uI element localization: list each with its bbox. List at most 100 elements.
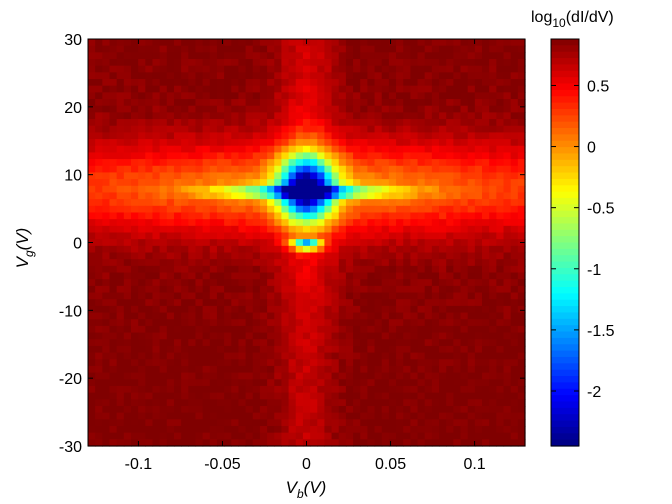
heatmap-cell	[410, 52, 419, 60]
colorbar-swatch	[551, 217, 579, 225]
heatmap-cell	[467, 359, 476, 367]
heatmap-cell	[510, 312, 519, 320]
heatmap-cell	[245, 145, 254, 154]
heatmap-cell	[138, 439, 146, 447]
heatmap-cell	[345, 379, 354, 387]
heatmap-cell	[288, 199, 297, 207]
heatmap-cell	[403, 419, 411, 427]
heatmap-cell	[367, 179, 376, 187]
heatmap-cell	[281, 265, 290, 274]
heatmap-cell	[510, 192, 519, 200]
heatmap-cell	[424, 212, 433, 220]
heatmap-cell	[130, 185, 139, 194]
heatmap-cell	[467, 139, 476, 147]
heatmap-cell	[446, 405, 454, 414]
heatmap-cell	[367, 432, 376, 440]
heatmap-cell	[353, 179, 361, 187]
heatmap-cell	[410, 392, 419, 400]
heatmap-cell	[224, 105, 232, 113]
heatmap-cell	[195, 352, 204, 360]
heatmap-cell	[231, 152, 240, 160]
heatmap-cell	[482, 399, 490, 407]
heatmap-cell	[88, 159, 96, 167]
heatmap-cell	[109, 385, 118, 394]
heatmap-cell	[259, 92, 268, 100]
heatmap-cell	[188, 172, 197, 180]
heatmap-cell	[467, 59, 476, 67]
heatmap-cell	[460, 285, 469, 294]
heatmap-cell	[238, 252, 247, 260]
heatmap-cell	[474, 359, 483, 367]
heatmap-cell	[274, 232, 283, 240]
heatmap-cell	[216, 372, 225, 380]
heatmap-cell	[388, 119, 397, 127]
heatmap-cell	[417, 352, 426, 360]
heatmap-cell	[123, 132, 132, 140]
heatmap-cell	[453, 152, 462, 160]
heatmap-cell	[152, 299, 161, 307]
heatmap-cell	[209, 285, 218, 294]
heatmap-cell	[252, 192, 261, 200]
heatmap-cell	[489, 332, 497, 340]
heatmap-cell	[259, 432, 268, 440]
heatmap-cell	[424, 105, 433, 113]
heatmap-cell	[310, 245, 318, 254]
heatmap-cell	[267, 145, 275, 154]
heatmap-cell	[288, 192, 297, 200]
heatmap-cell	[403, 105, 411, 113]
heatmap-cell	[259, 279, 268, 287]
heatmap-cell	[145, 45, 154, 53]
heatmap-cell	[410, 225, 419, 234]
heatmap-cell	[338, 39, 347, 47]
heatmap-cell	[145, 405, 154, 414]
heatmap-cell	[446, 239, 454, 247]
heatmap-cell	[288, 439, 297, 447]
heatmap-cell	[209, 145, 218, 154]
heatmap-cell	[367, 259, 376, 267]
heatmap-cell	[116, 412, 125, 420]
heatmap-cell	[102, 159, 111, 167]
heatmap-cell	[138, 405, 146, 414]
heatmap-cell	[173, 359, 182, 367]
heatmap-cell	[130, 232, 139, 240]
heatmap-cell	[209, 332, 218, 340]
heatmap-cell	[345, 205, 354, 214]
heatmap-cell	[374, 365, 383, 374]
heatmap-cell	[216, 425, 225, 434]
heatmap-cell	[281, 105, 290, 113]
heatmap-cell	[209, 85, 218, 93]
heatmap-cell	[510, 399, 519, 407]
heatmap-cell	[181, 65, 189, 73]
heatmap-cell	[317, 312, 326, 320]
heatmap-cell	[109, 359, 118, 367]
heatmap-cell	[231, 345, 240, 354]
heatmap-cell	[496, 272, 505, 280]
heatmap-cell	[123, 245, 132, 254]
heatmap-cell	[460, 405, 469, 414]
heatmap-cell	[439, 239, 447, 247]
heatmap-cell	[388, 212, 397, 220]
heatmap-cell	[102, 139, 111, 147]
heatmap-cell	[274, 172, 283, 180]
heatmap-cell	[338, 312, 347, 320]
heatmap-cell	[496, 179, 505, 187]
heatmap-cell	[102, 199, 111, 207]
heatmap-cell	[209, 139, 218, 147]
heatmap-cell	[95, 352, 103, 360]
heatmap-cell	[381, 405, 390, 414]
heatmap-cell	[317, 419, 326, 427]
heatmap-cell	[216, 365, 225, 374]
heatmap-cell	[145, 172, 154, 180]
heatmap-cell	[173, 405, 182, 414]
heatmap-cell	[460, 92, 469, 100]
heatmap-cell	[517, 385, 526, 394]
heatmap-cell	[202, 72, 211, 80]
heatmap-cell	[396, 105, 404, 113]
heatmap-cell	[302, 65, 311, 73]
heatmap-cell	[489, 365, 497, 374]
heatmap-cell	[252, 119, 261, 127]
heatmap-cell	[403, 199, 411, 207]
heatmap-cell	[489, 299, 497, 307]
heatmap-cell	[482, 159, 490, 167]
heatmap-cell	[109, 432, 118, 440]
